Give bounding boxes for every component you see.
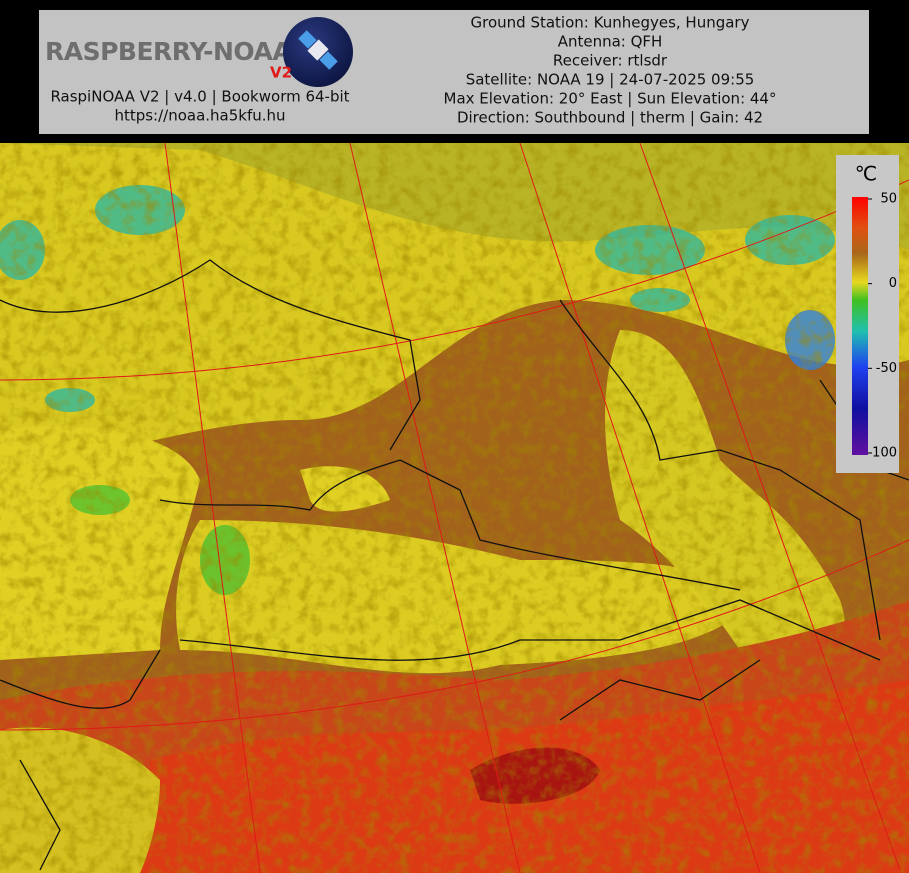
header-right-line: Max Elevation: 20° East | Sun Elevation:… bbox=[444, 90, 777, 108]
header-box bbox=[39, 10, 869, 134]
logo-satellite bbox=[298, 30, 338, 70]
header-right-line: Ground Station: Kunhegyes, Hungary bbox=[471, 14, 750, 32]
legend-ticks: 50 0 -50 -100 bbox=[867, 192, 897, 461]
legend-tick-label: 0 bbox=[889, 276, 897, 291]
header-left-line: https://noaa.ha5kfu.hu bbox=[114, 107, 285, 125]
header-right-line: Receiver: rtlsdr bbox=[553, 52, 668, 70]
header-right-line: Antenna: QFH bbox=[558, 33, 663, 51]
logo-version: V2 bbox=[270, 64, 292, 82]
color-bar bbox=[852, 197, 868, 455]
header-right: Ground Station: Kunhegyes, HungaryAntenn… bbox=[444, 14, 777, 127]
header-right-line: Satellite: NOAA 19 | 24-07-2025 09:55 bbox=[466, 71, 755, 89]
legend-unit: ℃ bbox=[855, 162, 877, 186]
satellite-image bbox=[0, 142, 909, 873]
legend-tick-label: -50 bbox=[876, 361, 897, 376]
header-left-line: RaspiNOAA V2 | v4.0 | Bookworm 64-bit bbox=[50, 88, 349, 106]
legend-tick-label: 50 bbox=[880, 192, 897, 207]
logo-text: RASPBERRY-NOAA bbox=[45, 37, 292, 66]
legend-tick-label: -100 bbox=[867, 446, 897, 461]
header-right-line: Direction: Southbound | therm | Gain: 42 bbox=[457, 109, 763, 127]
